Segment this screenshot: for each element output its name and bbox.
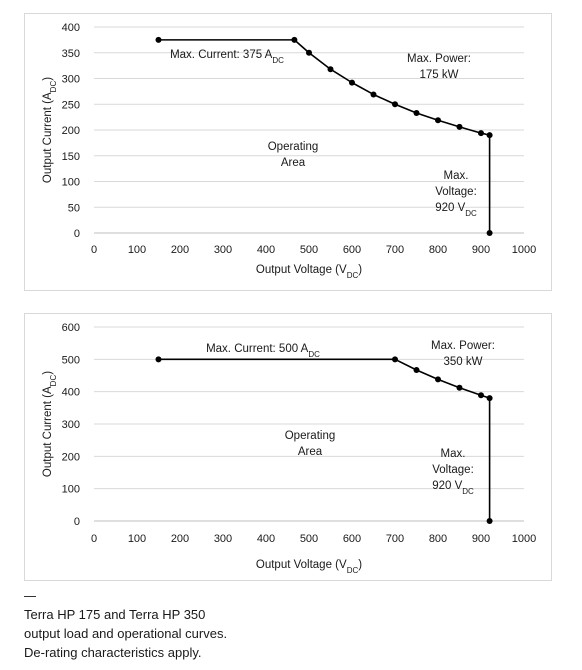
y-axis-title: Output Current (ADC) [42,371,58,477]
annotation-text: Max. Power: [431,340,495,352]
data-point [392,101,398,108]
x-tick-label: 300 [214,533,232,545]
y-tick-label: 0 [74,228,80,240]
annotation-text: 350 kW [444,356,483,368]
x-tick-label: 600 [343,244,361,256]
chart-panel-2: 0 100 200 300 400 500 600 0 100 200 300 400 500 600 70… [24,313,552,581]
x-tick-label: 600 [343,533,361,545]
annotation-text: 920 VDC [435,202,477,218]
annotation-text: Max. [444,170,469,182]
caption-line-1: Terra HP 175 and Terra HP 350 [24,607,206,622]
y-tick-label: 500 [62,354,80,366]
chart-2: 0 100 200 300 400 500 600 0 100 200 300 400 500 600 70… [42,322,536,575]
data-point [413,367,420,374]
annotation-text: Voltage: [432,464,474,476]
caption-line-3: De-rating characteristics apply. [24,645,202,660]
annotation-text: Voltage: [435,186,477,198]
annotation-text: Area [281,157,306,169]
data-point [435,376,441,383]
caption-rule [24,596,36,597]
data-point [456,123,463,130]
data-point [486,518,493,524]
data-point [486,132,493,139]
x-tick-label: 200 [171,533,189,545]
x-tick-label: 1000 [512,244,536,256]
annotation-text: 175 kW [420,69,459,81]
y-tick-label: 300 [62,74,80,86]
annotation-text: Area [298,446,323,458]
y-tick-label: 400 [62,22,80,34]
annotation-text: Max. [441,448,466,460]
x-tick-label: 0 [91,533,97,545]
y-tick-label: 0 [74,516,80,528]
y-tick-label: 350 [62,48,80,60]
data-point [456,384,463,391]
x-axis-title: Output Voltage (VDC) [256,559,362,575]
annotation-text: Max. Current: 500 ADC [206,343,320,359]
y-tick-label: 250 [62,99,80,111]
x-tick-label: 200 [171,244,189,256]
annotation-text: Operating [268,141,319,153]
annotation-text: Max. Power: [407,53,471,65]
x-tick-label: 100 [128,244,146,256]
x-tick-label: 100 [128,533,146,545]
y-tick-label: 200 [62,451,80,463]
data-point [370,91,377,98]
x-tick-label: 500 [300,533,318,545]
figure-caption: Terra HP 175 and Terra HP 350 output loa… [24,605,324,662]
data-point [486,395,493,402]
y-axis-title: Output Current (ADC) [42,77,58,183]
data-point [155,356,162,363]
data-point [478,130,484,137]
data-point [392,356,398,363]
data-point [155,36,162,43]
caption-line-2: output load and operational curves. [24,626,228,641]
data-point [486,230,493,236]
x-tick-label: 900 [472,244,490,256]
y-tick-label: 100 [62,484,80,496]
x-tick-label: 300 [214,244,232,256]
x-tick-label: 400 [257,244,275,256]
y-tick-label: 150 [62,151,80,163]
annotation-text: 920 VDC [432,480,474,496]
x-tick-label: 900 [472,533,490,545]
data-point [435,117,441,124]
y-tick-label: 400 [62,387,80,399]
x-axis-title: Output Voltage (VDC) [256,264,362,280]
data-point [291,36,298,43]
x-tick-label: 0 [91,244,97,256]
x-tick-label: 700 [386,244,404,256]
x-tick-label: 400 [257,533,275,545]
y-tick-label: 200 [62,125,80,137]
chart-1: 0 50 100 150 200 250 300 350 400 0 100 200 300 400 500… [42,22,536,280]
y-tick-label: 600 [62,322,80,334]
x-tick-label: 700 [386,533,404,545]
y-tick-label: 300 [62,419,80,431]
x-tick-label: 800 [429,244,447,256]
data-point [327,66,334,73]
annotation-text: Operating [285,430,336,442]
y-tick-label: 100 [62,177,80,189]
data-point [478,392,484,399]
x-tick-label: 800 [429,533,447,545]
data-point [413,110,420,117]
x-tick-label: 1000 [512,533,536,545]
annotation-text: Max. Current: 375 ADC [170,49,284,65]
data-point [306,49,312,56]
x-tick-label: 500 [300,244,318,256]
chart-panel-1: 0 50 100 150 200 250 300 350 400 0 100 200 300 400 500… [24,13,552,291]
data-point [349,79,355,86]
y-tick-label: 50 [68,202,80,214]
